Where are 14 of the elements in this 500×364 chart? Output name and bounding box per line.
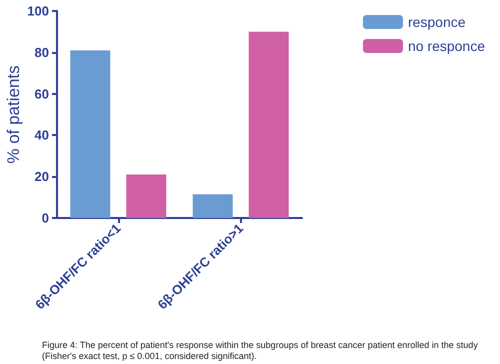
- bar: [248, 32, 289, 218]
- legend-label: responce: [408, 14, 466, 30]
- y-tick-label: 0: [42, 210, 49, 226]
- bar: [192, 194, 233, 218]
- caption: Figure 4: The percent of patient's response within the subgroups of breast cancer patient enrolled in the study (Fisher's exact test, p ≤ 0.001, considered significant).: [42, 340, 479, 362]
- y-tick-label: 20: [34, 169, 49, 184]
- y-tick-label: 80: [34, 44, 49, 60]
- y-tick-label: 100: [27, 4, 49, 18]
- y-axis-title: % of patients: [4, 65, 23, 164]
- bar: [70, 50, 110, 218]
- bar: [126, 174, 166, 218]
- y-tick-label: 40: [34, 128, 49, 143]
- legend-label: no responce: [408, 38, 486, 54]
- y-tick-label: 60: [34, 86, 49, 102]
